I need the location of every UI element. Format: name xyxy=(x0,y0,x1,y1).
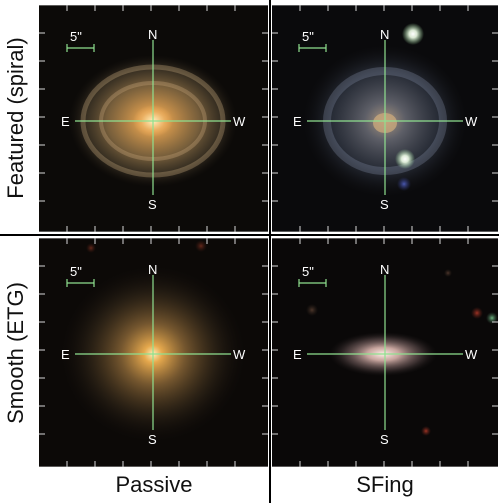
north-label: N xyxy=(380,27,389,42)
frame-ticks xyxy=(39,238,268,467)
background-source xyxy=(421,426,431,436)
panel-smooth-passive: 5" N S E W xyxy=(39,238,268,467)
west-label: W xyxy=(233,114,246,129)
horizontal-divider xyxy=(0,234,499,236)
foreground-star xyxy=(402,23,424,45)
background-source xyxy=(195,240,207,252)
south-label: S xyxy=(380,197,389,212)
panel-featured-passive: 5" N S E W xyxy=(39,5,268,232)
panel-featured-sfing: 5" N S E W xyxy=(272,5,498,232)
crosshair xyxy=(66,275,231,430)
west-label: W xyxy=(465,347,478,362)
scale-label: 5" xyxy=(302,29,314,44)
row-label-smooth: Smooth (ETG) xyxy=(3,282,28,424)
north-label: N xyxy=(148,262,157,277)
west-label: W xyxy=(233,347,246,362)
scale-label: 5" xyxy=(70,29,82,44)
crosshair xyxy=(298,275,463,430)
column-label-passive: Passive xyxy=(115,472,193,497)
row-label-featured: Featured (spiral) xyxy=(3,37,28,199)
south-label: S xyxy=(148,432,157,447)
frame-ticks xyxy=(272,238,498,467)
crosshair xyxy=(66,40,231,195)
south-label: S xyxy=(148,197,157,212)
panel-smooth-sfing: 5" N S E W xyxy=(272,238,498,467)
south-label: S xyxy=(380,432,389,447)
east-label: E xyxy=(293,114,302,129)
crosshair xyxy=(298,40,463,195)
north-label: N xyxy=(380,262,389,277)
column-label-sfing: SFing xyxy=(356,472,414,497)
vertical-divider xyxy=(269,0,271,503)
background-source xyxy=(306,304,318,316)
north-label: N xyxy=(148,27,157,42)
background-source xyxy=(86,243,96,253)
scale-label: 5" xyxy=(302,264,314,279)
background-source xyxy=(397,177,411,191)
frame-ticks xyxy=(272,5,498,232)
foreground-star xyxy=(395,149,415,169)
east-label: E xyxy=(61,114,70,129)
east-label: E xyxy=(293,347,302,362)
background-source xyxy=(486,312,498,324)
background-source xyxy=(471,307,483,319)
background-source xyxy=(444,269,452,277)
west-label: W xyxy=(465,114,478,129)
scale-label: 5" xyxy=(70,264,82,279)
frame-ticks xyxy=(39,5,268,232)
east-label: E xyxy=(61,347,70,362)
